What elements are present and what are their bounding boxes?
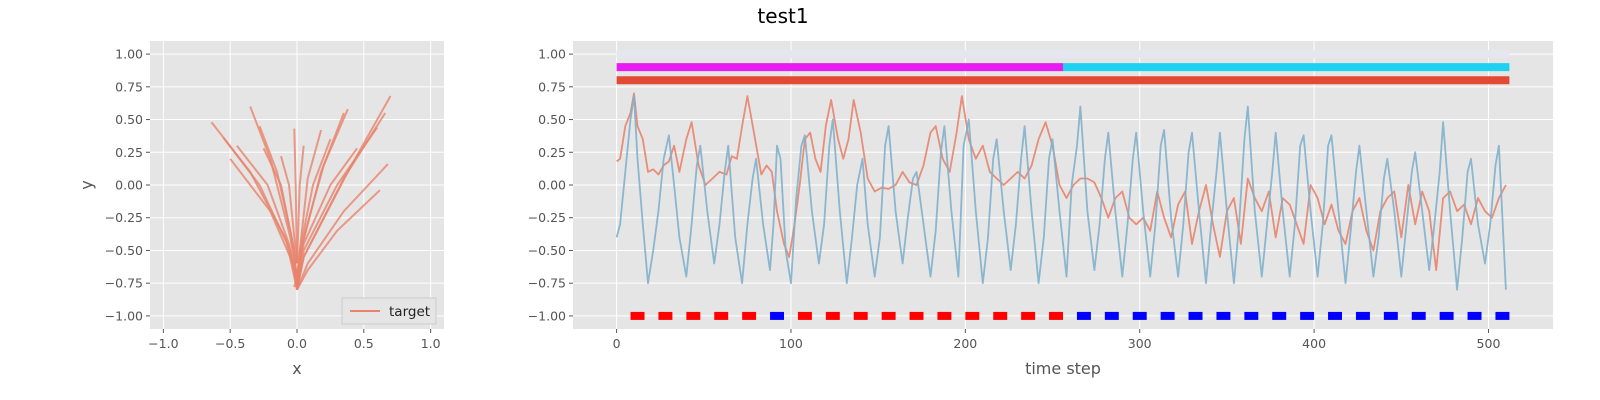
- y-tick-label: 0.25: [115, 145, 143, 160]
- target-trajectory: [296, 163, 389, 291]
- target-trajectory: [296, 189, 381, 291]
- x-tick-label: 500: [1477, 336, 1501, 351]
- x-tick-label: −1.0: [148, 336, 178, 351]
- y-tick-label: 0.25: [538, 145, 566, 160]
- target-trajectory: [293, 128, 298, 264]
- y-tick-label: 0.50: [115, 112, 143, 127]
- y-tick-label: −0.75: [528, 276, 566, 291]
- target-trajectory: [229, 158, 298, 288]
- figure-title: test1: [757, 4, 808, 28]
- x-tick-label: 400: [1302, 336, 1326, 351]
- x-tick-label: 0: [613, 336, 621, 351]
- x-axis-label: time step: [1025, 359, 1101, 378]
- predicted-series-line: [615, 95, 1507, 291]
- legend: target: [341, 297, 437, 325]
- y-axis-label: y: [77, 180, 96, 189]
- target-trajectory: [262, 147, 298, 290]
- y-tick-label: 0.75: [538, 79, 566, 94]
- y-tick-label: 0.50: [538, 112, 566, 127]
- target-trajectory: [296, 145, 305, 264]
- x-tick-label: 200: [953, 336, 977, 351]
- x-axis-label: x: [292, 359, 301, 378]
- y-tick-label: −0.50: [105, 243, 143, 258]
- legend-label: target: [389, 304, 430, 320]
- y-tick-label: −0.25: [105, 210, 143, 225]
- y-tick-label: 0.00: [538, 178, 566, 193]
- y-tick-label: 0.00: [115, 178, 143, 193]
- x-tick-label: 100: [779, 336, 803, 351]
- y-tick-label: −0.75: [105, 276, 143, 291]
- x-tick-label: 1.0: [421, 336, 441, 351]
- y-tick-label: 1.00: [538, 47, 566, 62]
- x-tick-label: 300: [1128, 336, 1152, 351]
- y-tick-label: −1.00: [105, 308, 143, 323]
- y-tick-label: −1.00: [528, 308, 566, 323]
- y-tick-label: 0.75: [115, 79, 143, 94]
- y-tick-label: −0.50: [528, 243, 566, 258]
- target-trajectory: [280, 155, 298, 264]
- target-trajectory: [293, 147, 358, 288]
- x-tick-label: 0.0: [287, 336, 307, 351]
- right-axes: 0 100 200 300 400 500 1.00 0.75 0.50 0.25 0.00 −0.2…: [528, 41, 1553, 378]
- y-tick-label: −0.25: [528, 210, 566, 225]
- target-trajectory: [296, 95, 392, 290]
- x-tick-label: 0.5: [354, 336, 374, 351]
- y-tick-label: 1.00: [115, 47, 143, 62]
- left-axes: −1.0 −0.5 0.0 0.5 1.0 1.00 0.75 0.50 0.25 0.00 −0.…: [77, 41, 444, 378]
- x-tick-label: −0.5: [215, 336, 245, 351]
